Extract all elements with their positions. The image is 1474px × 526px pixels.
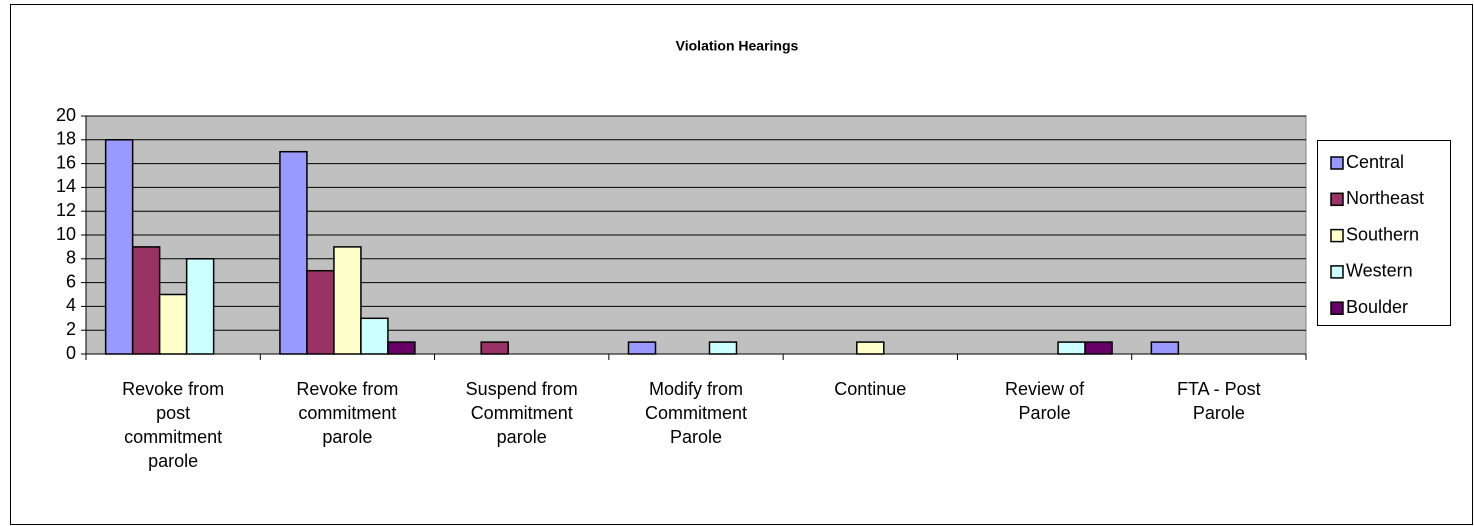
legend-swatch [1330,156,1344,170]
bar [856,341,885,355]
y-tick-label: 20 [56,105,76,125]
y-tick-label: 0 [66,343,76,363]
y-tick-label: 14 [56,176,76,196]
x-tick-label: Suspend from Commitment parole [465,379,578,447]
bar [480,341,509,355]
bar [306,269,335,355]
legend-swatch [1330,265,1344,279]
bar [627,341,657,355]
y-tick-label: 18 [56,129,76,149]
y-tick-label: 16 [56,152,76,172]
bar [333,246,362,355]
y-tick-label: 4 [66,295,76,315]
bar [131,246,161,355]
legend-label: Boulder [1346,297,1408,317]
bar [104,139,134,355]
x-tick-label: Modify from Commitment Parole [644,379,747,447]
x-tick-label: FTA - Post Parole [1177,379,1261,423]
legend-label: Southern [1346,224,1419,244]
legend-label: Northeast [1346,188,1424,208]
bar [1057,341,1086,355]
legend-label: Western [1346,261,1413,281]
chart-title: Violation Hearings [676,38,799,54]
y-tick-label: 2 [66,319,76,339]
bar [387,341,416,355]
bar [1150,341,1180,355]
y-tick-label: 12 [56,200,76,220]
legend-label: Central [1346,152,1404,172]
legend-swatch [1330,228,1344,243]
bar [158,293,188,355]
y-tick-label: 8 [66,248,76,268]
bar [708,341,738,355]
bar [185,258,215,355]
bar [1084,341,1113,355]
x-tick-label: Revoke from post commitment parole [122,379,225,471]
x-tick-label: Review of Parole [1005,379,1085,423]
legend-swatch [1330,192,1344,207]
y-tick-label: 6 [66,271,76,291]
bar [360,317,389,355]
x-tick-label: Revoke from commitment parole [296,379,399,447]
x-tick-label: Continue [834,379,907,399]
legend-swatch [1330,301,1344,315]
bar [279,150,308,355]
y-tick-label: 10 [56,224,76,244]
